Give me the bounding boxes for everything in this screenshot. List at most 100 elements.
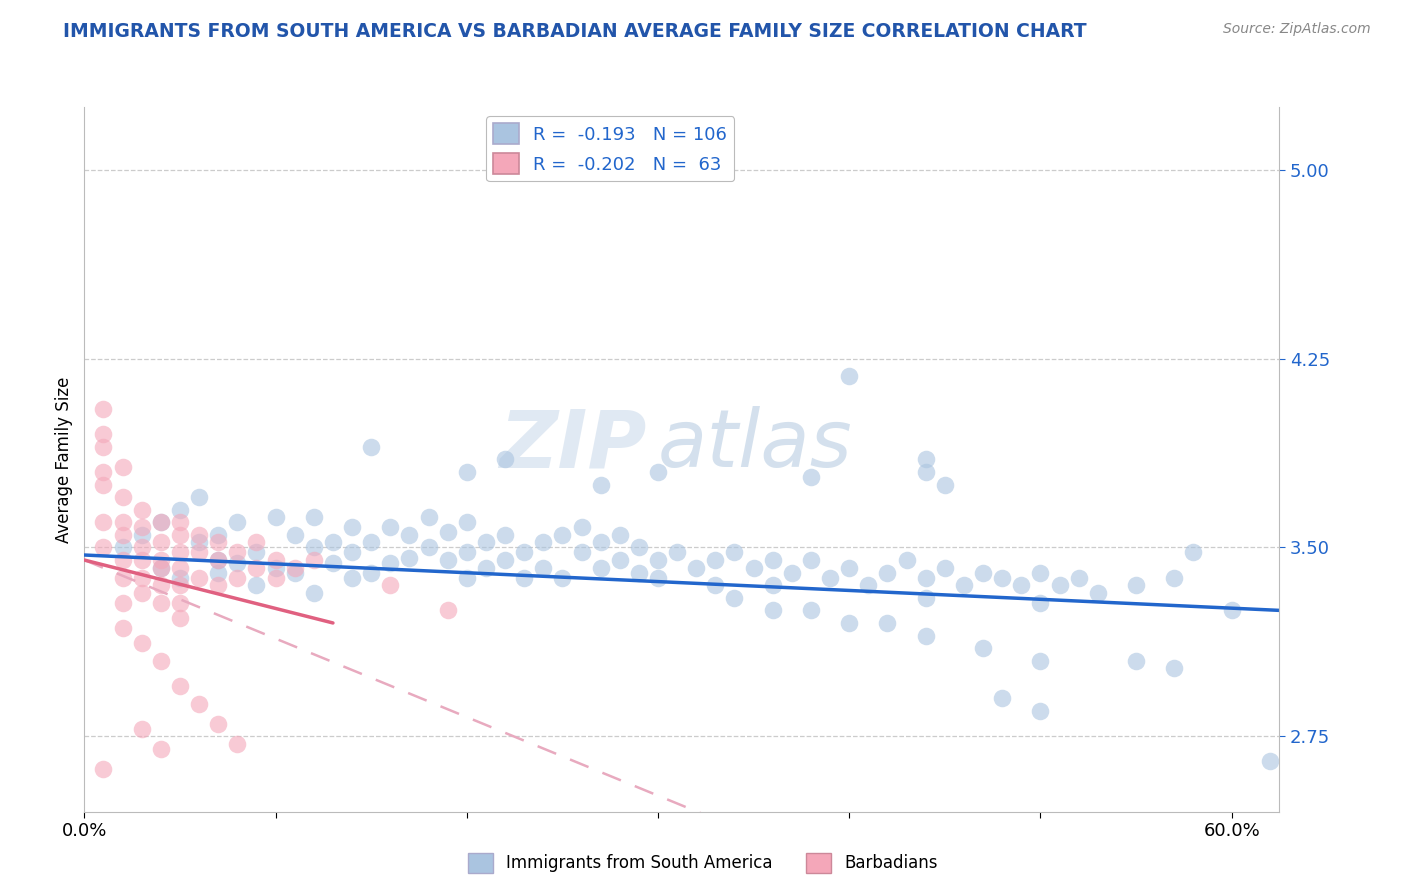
Point [589,477,612,491]
Point [111,621,134,635]
Point [1049,578,1071,592]
Point [1029,654,1052,668]
Point [571,545,593,559]
Point [647,465,669,479]
Point [589,535,612,549]
Point [93,465,115,479]
Point [131,722,153,736]
Point [302,553,325,567]
Point [360,440,382,454]
Point [571,520,593,534]
Point [876,615,898,630]
Point [149,560,172,574]
Point [111,516,134,530]
Point [531,560,554,574]
Point [380,578,402,592]
Point [380,556,402,570]
Point [762,603,785,617]
Point [914,571,936,585]
Point [264,553,287,567]
Point [93,762,115,776]
Text: atlas: atlas [658,406,853,484]
Point [188,697,211,711]
Point [838,560,860,574]
Point [131,502,153,516]
Point [1258,755,1281,769]
Point [609,553,631,567]
Point [245,545,267,559]
Point [1125,654,1147,668]
Point [398,528,420,542]
Point [284,566,307,580]
Point [1029,566,1052,580]
Point [111,459,134,474]
Point [149,596,172,610]
Point [647,553,669,567]
Point [131,571,153,585]
Point [838,615,860,630]
Point [169,611,191,625]
Point [531,535,554,549]
Point [149,560,172,574]
Point [1125,578,1147,592]
Point [1087,586,1109,600]
Point [93,440,115,454]
Point [111,528,134,542]
Point [780,566,803,580]
Point [456,571,478,585]
Point [380,520,402,534]
Point [800,470,823,484]
Point [207,716,229,731]
Point [131,520,153,534]
Point [876,566,898,580]
Point [991,571,1014,585]
Point [340,545,363,559]
Point [207,566,229,580]
Legend: Immigrants from South America, Barbadians: Immigrants from South America, Barbadian… [461,847,945,880]
Point [226,516,249,530]
Legend: R =  -0.193   N = 106, R =  -0.202   N =  63: R = -0.193 N = 106, R = -0.202 N = 63 [486,116,734,181]
Point [456,545,478,559]
Point [1067,571,1090,585]
Point [934,477,956,491]
Point [551,571,574,585]
Point [169,571,191,585]
Point [914,591,936,605]
Point [1029,704,1052,718]
Point [226,571,249,585]
Text: IMMIGRANTS FROM SOUTH AMERICA VS BARBADIAN AVERAGE FAMILY SIZE CORRELATION CHART: IMMIGRANTS FROM SOUTH AMERICA VS BARBADI… [63,22,1087,41]
Point [207,528,229,542]
Point [494,528,516,542]
Point [762,553,785,567]
Point [398,550,420,565]
Point [589,560,612,574]
Point [972,641,994,656]
Point [111,490,134,504]
Point [1163,571,1185,585]
Point [627,566,650,580]
Point [169,578,191,592]
Point [169,528,191,542]
Point [207,553,229,567]
Point [340,520,363,534]
Point [188,490,211,504]
Point [934,560,956,574]
Point [149,535,172,549]
Point [475,560,498,574]
Point [914,452,936,467]
Point [264,510,287,524]
Point [188,528,211,542]
Point [436,553,458,567]
Point [360,535,382,549]
Point [302,510,325,524]
Point [111,596,134,610]
Point [93,541,115,555]
Point [494,452,516,467]
Text: ZIP: ZIP [499,406,647,484]
Point [322,535,344,549]
Point [896,553,918,567]
Point [666,545,689,559]
Point [704,578,727,592]
Point [169,502,191,516]
Point [302,541,325,555]
